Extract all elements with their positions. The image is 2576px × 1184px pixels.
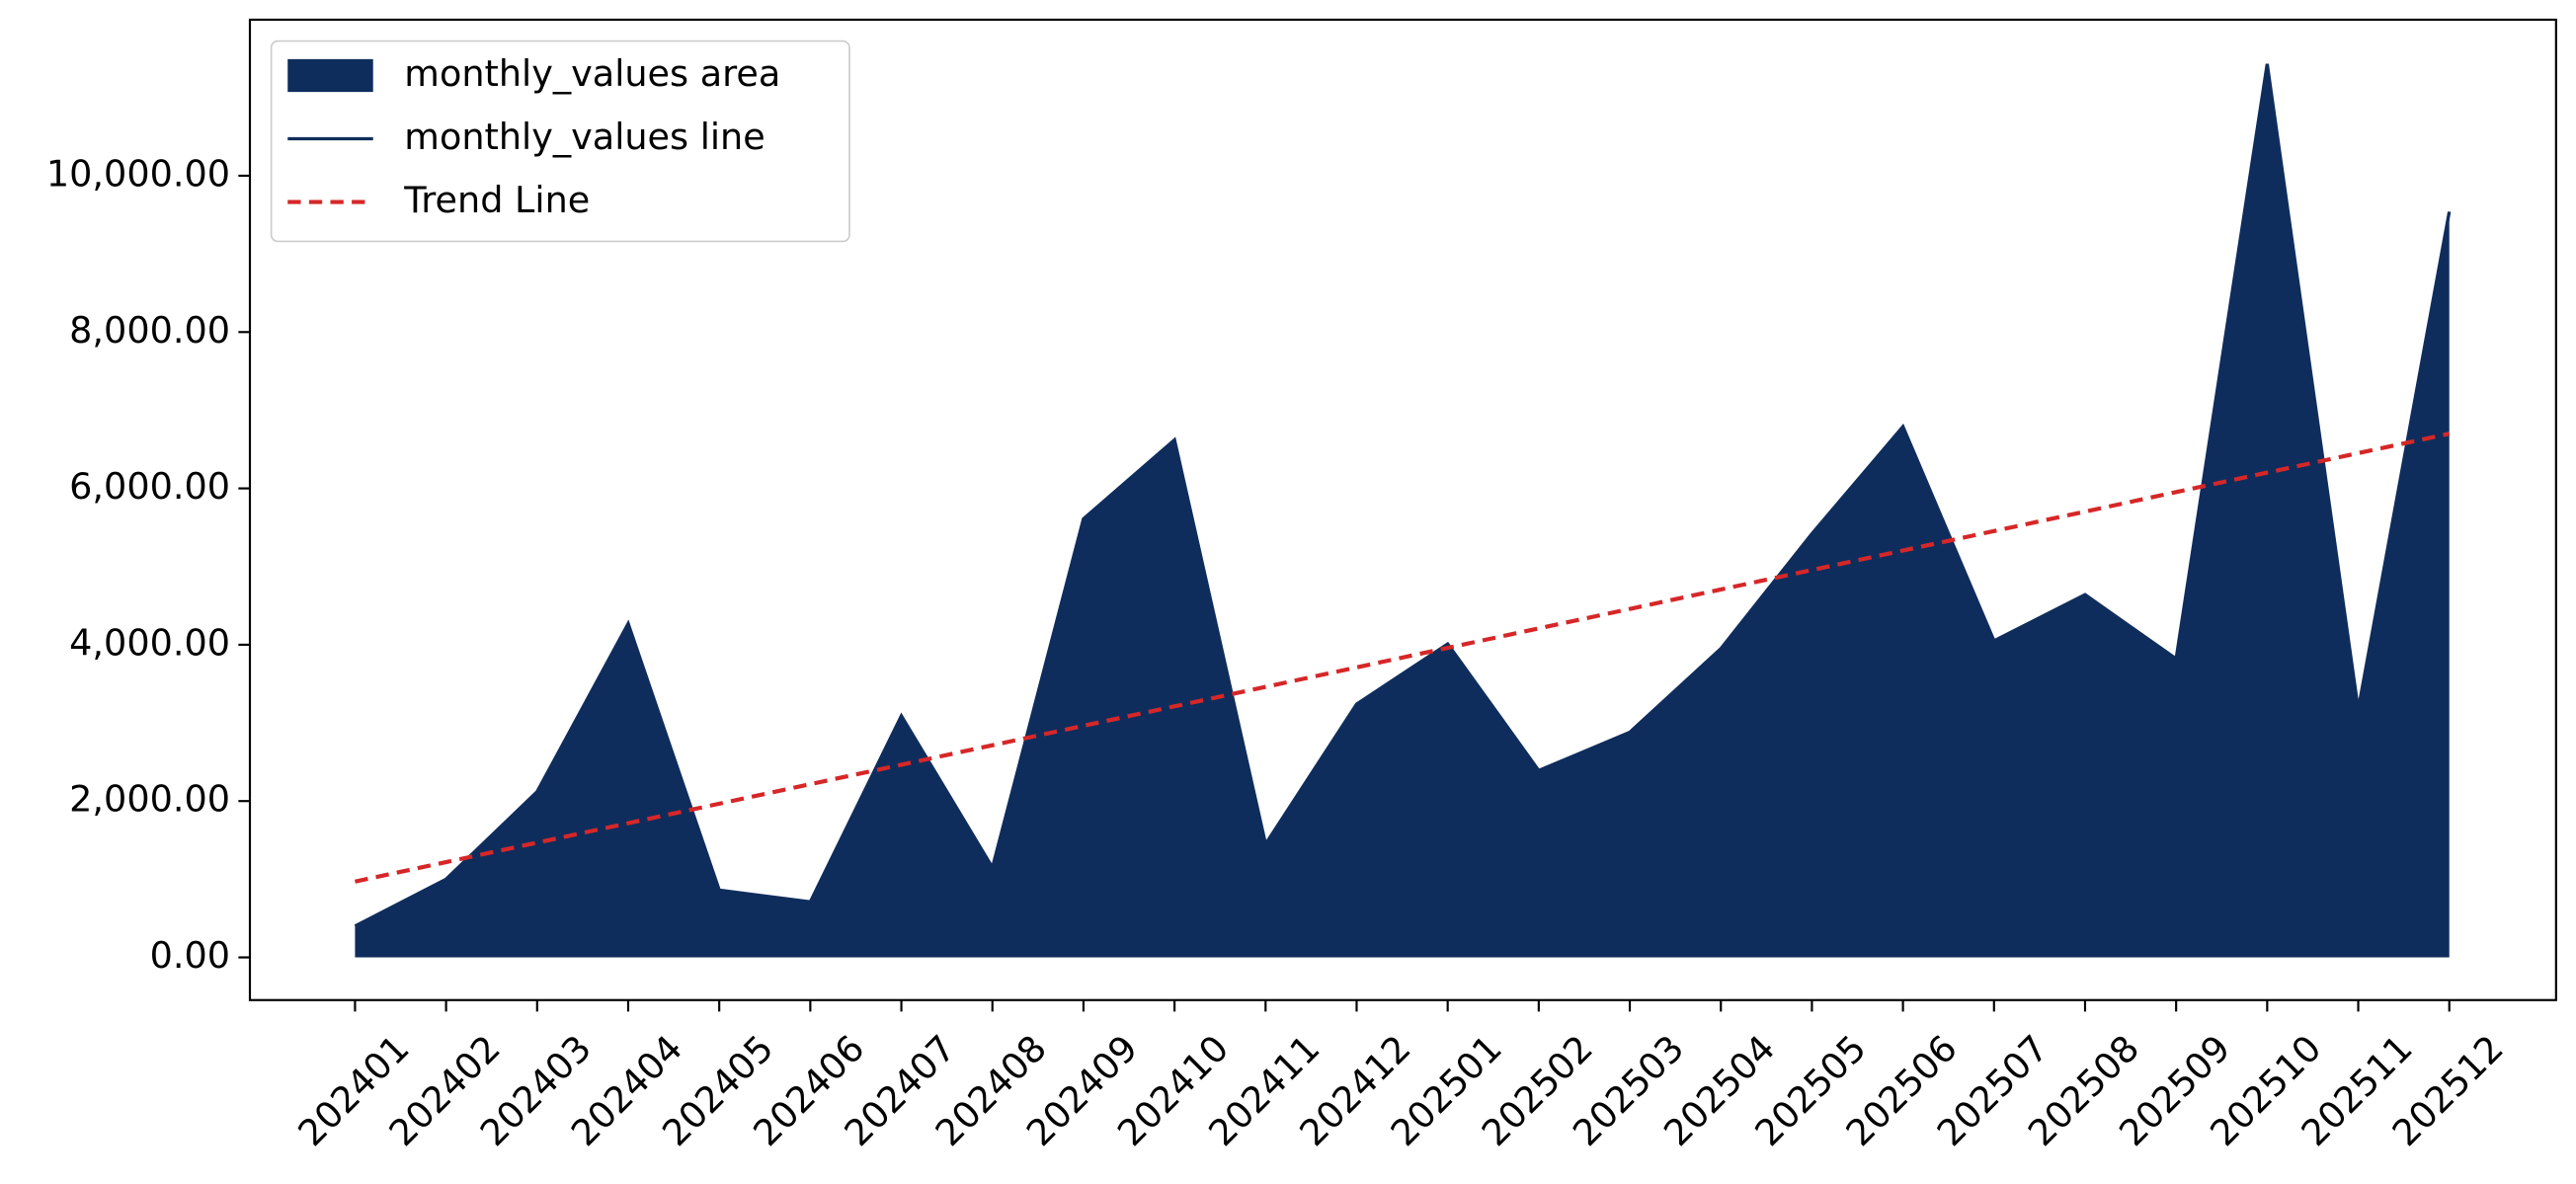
- line: [354, 432, 2451, 884]
- y-tick-label: 8,000.00: [69, 309, 230, 352]
- legend: monthly_values area monthly_values line Tr…: [270, 39, 850, 243]
- legend-label: monthly_values line: [404, 116, 765, 158]
- line: [354, 63, 2452, 928]
- area: [355, 63, 2450, 958]
- y-tick-label: 0.00: [150, 934, 230, 977]
- legend-label: Trend Line: [403, 179, 590, 221]
- y-tick-label: 4,000.00: [69, 621, 230, 664]
- legend-swatch: [287, 58, 373, 93]
- y-tick-label: 10,000.00: [46, 152, 230, 195]
- legend-box: [270, 39, 850, 243]
- legend-label: monthly_values area: [404, 52, 780, 95]
- plot-frame: [248, 18, 2557, 1001]
- y-tick-label: 2,000.00: [69, 778, 230, 821]
- y-tick-label: 6,000.00: [69, 465, 230, 508]
